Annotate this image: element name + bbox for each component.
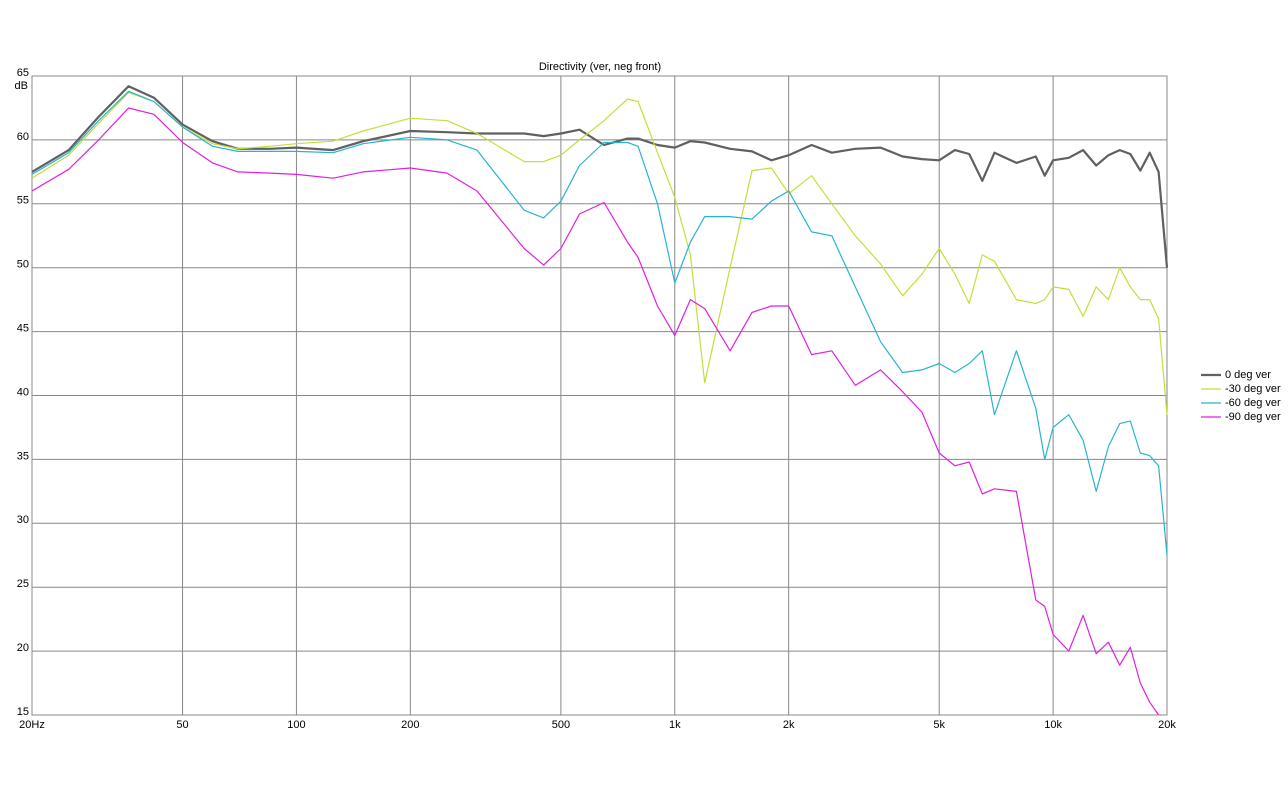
y-tick-label: 45 [17,323,29,335]
x-tick-label: 5k [933,719,945,731]
x-tick-label: 500 [552,719,570,731]
x-tick-label: 50 [176,719,188,731]
y-tick-label: 60 [17,131,29,143]
legend-label: -90 deg ver [1225,411,1281,423]
series-line [31,107,1160,716]
y-tick-label: 65 [17,67,29,79]
legend-label: -60 deg ver [1225,397,1281,409]
series-line [31,85,1169,268]
y-tick-label: 25 [17,578,29,590]
y-tick-label: 20 [17,642,29,654]
y-tick-label: 55 [17,195,29,207]
y-axis-label: dB [15,80,28,92]
x-tick-label: 20Hz [19,719,45,731]
y-tick-label: 30 [17,514,29,526]
x-tick-label: 2k [783,719,795,731]
x-tick-label: 10k [1044,719,1062,731]
legend-label: 0 deg ver [1225,369,1271,381]
y-tick-label: 50 [17,259,29,271]
series-line [31,90,1168,556]
y-tick-label: 15 [17,706,29,718]
x-tick-label: 100 [287,719,305,731]
y-tick-label: 35 [17,450,29,462]
x-tick-label: 1k [669,719,681,731]
x-tick-label: 200 [401,719,419,731]
x-tick-label: 20k [1158,719,1176,731]
y-tick-label: 40 [17,386,29,398]
series-line [31,92,1168,415]
legend-label: -30 deg ver [1225,383,1281,395]
chart-title: Directivity (ver, neg front) [539,61,661,73]
